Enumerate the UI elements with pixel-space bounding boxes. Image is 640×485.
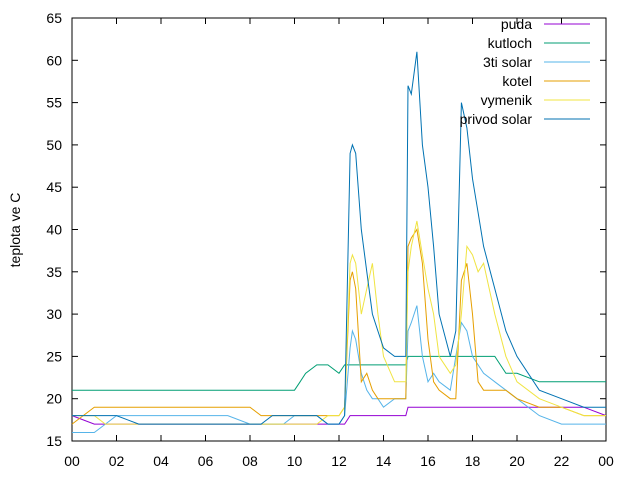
- x-tick-label: 22: [554, 453, 570, 469]
- x-tick-label: 16: [420, 453, 436, 469]
- x-tick-label: 08: [242, 453, 258, 469]
- x-tick-label: 10: [287, 453, 303, 469]
- legend-label: kotel: [502, 73, 532, 89]
- y-tick-label: 50: [46, 137, 62, 153]
- y-tick-label: 45: [46, 179, 62, 195]
- y-tick-label: 25: [46, 348, 62, 364]
- legend-label: vymenik: [481, 92, 533, 108]
- y-tick-label: 65: [46, 10, 62, 26]
- legend-label: privod solar: [460, 111, 533, 127]
- y-tick-label: 60: [46, 52, 62, 68]
- x-tick-label: 06: [198, 453, 214, 469]
- series-line: [71, 228, 606, 425]
- y-tick-label: 15: [46, 433, 62, 449]
- x-tick-label: 14: [376, 453, 392, 469]
- x-tick-label: 12: [331, 453, 347, 469]
- series-line: [72, 220, 606, 425]
- x-tick-label: 18: [465, 453, 481, 469]
- x-tick-label: 02: [109, 453, 125, 469]
- y-tick-label: 55: [46, 95, 62, 111]
- y-tick-label: 35: [46, 264, 62, 280]
- series-line: [72, 51, 606, 425]
- legend-label: puda: [501, 16, 532, 32]
- x-tick-label: 00: [598, 453, 614, 469]
- series-line: [72, 355, 606, 391]
- x-tick-label: 00: [64, 453, 80, 469]
- legend-label: 3ti solar: [483, 54, 532, 70]
- x-tick-label: 20: [509, 453, 525, 469]
- legend-label: kutloch: [488, 35, 532, 51]
- y-tick-label: 30: [46, 306, 62, 322]
- y-tick-label: 40: [46, 222, 62, 238]
- y-tick-label: 20: [46, 391, 62, 407]
- x-tick-label: 04: [153, 453, 169, 469]
- y-axis-label: teplota ve C: [7, 193, 23, 268]
